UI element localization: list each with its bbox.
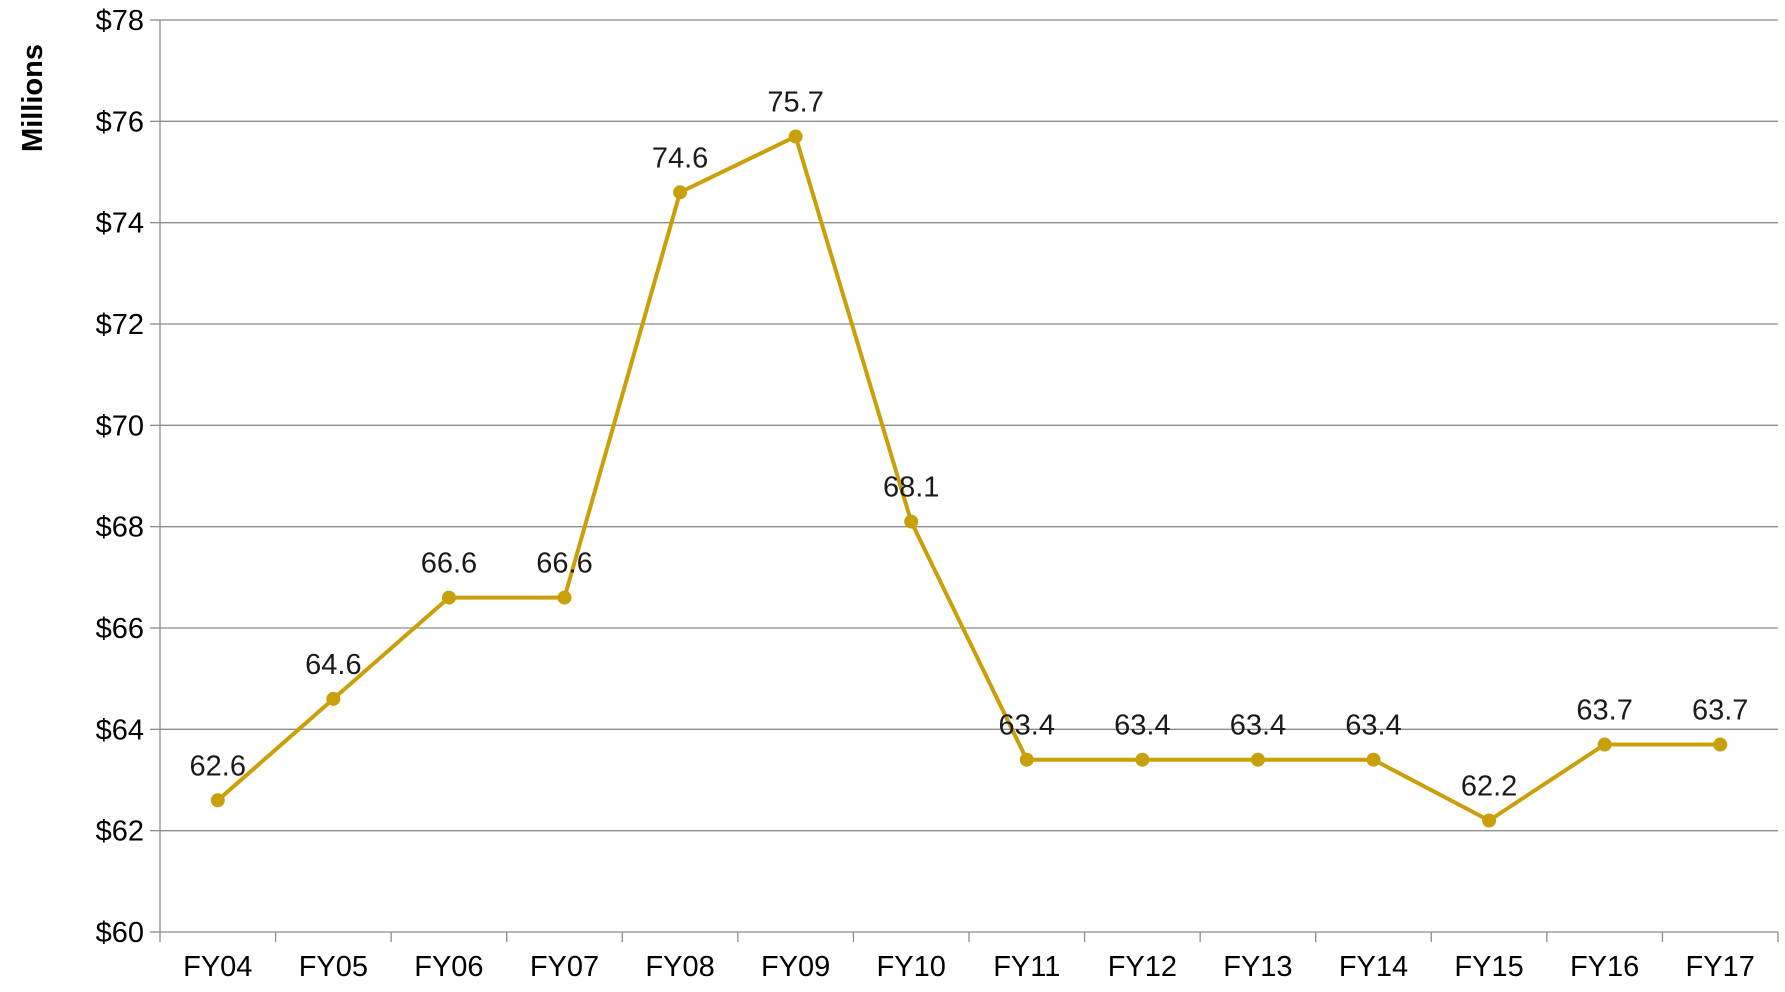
y-tick-label: $68 [96, 512, 144, 544]
data-point [1135, 752, 1150, 767]
x-tick-label: FY04 [183, 951, 252, 983]
series-line [216, 134, 1721, 823]
x-tick-label: FY15 [1454, 951, 1523, 983]
data-label: 75.7 [767, 87, 823, 119]
y-tick-label: $70 [96, 410, 144, 442]
x-tick-label: FY13 [1223, 951, 1292, 983]
x-tick-label: FY08 [645, 951, 714, 983]
y-tick-label: $62 [96, 816, 144, 848]
series-line-path [216, 134, 1721, 823]
y-tick-label: $76 [96, 106, 144, 138]
y-tick-label: $72 [96, 309, 144, 341]
data-label: 66.6 [421, 548, 477, 580]
data-point [1597, 737, 1612, 752]
x-tick-labels: FY04 FY05 FY06 FY07 FY08 FY09 FY10 FY11 FY12 FY13… [183, 951, 1755, 983]
x-tick-label: FY14 [1339, 951, 1408, 983]
y-tick-label: $60 [96, 917, 144, 949]
data-point [673, 185, 688, 200]
data-label: 68.1 [883, 472, 939, 504]
y-axis-title: Millions [17, 44, 49, 152]
data-label: 63.4 [1230, 710, 1286, 742]
y-tick-labels: $60 $62 $64 $66 $68 $70 $72 $74 $76 $78 [96, 5, 144, 949]
x-tick-label: FY05 [299, 951, 368, 983]
y-tick-label: $78 [96, 5, 144, 37]
data-point [1713, 737, 1728, 752]
data-point [1482, 813, 1497, 828]
data-label: 62.2 [1461, 771, 1517, 803]
data-points [210, 129, 1728, 828]
y-tick-label: $74 [96, 208, 144, 240]
data-label: 66.6 [536, 548, 592, 580]
data-point [788, 129, 803, 144]
x-tick-label: FY16 [1570, 951, 1639, 983]
x-tick-label: FY07 [530, 951, 599, 983]
x-tick-label: FY10 [877, 951, 946, 983]
data-label: 63.4 [1114, 710, 1170, 742]
data-point [1366, 752, 1381, 767]
data-point [1019, 752, 1034, 767]
data-label: 63.4 [999, 710, 1055, 742]
data-point [557, 590, 572, 605]
data-point [326, 691, 341, 706]
data-label: 62.6 [190, 750, 246, 782]
data-label: 63.4 [1345, 710, 1401, 742]
data-label: 63.7 [1692, 695, 1748, 727]
data-point [210, 793, 225, 808]
data-point [1250, 752, 1265, 767]
data-label: 64.6 [305, 649, 361, 681]
data-labels: 62.6 64.6 66.6 66.6 74.6 75.7 68.1 63.4 63.4 63.4… [190, 87, 1749, 803]
y-tick-label: $66 [96, 613, 144, 645]
data-label: 63.7 [1576, 695, 1632, 727]
x-tick-label: FY06 [414, 951, 483, 983]
data-label: 74.6 [652, 142, 708, 174]
x-tick-label: FY17 [1686, 951, 1755, 983]
data-point [441, 590, 456, 605]
x-tick-label: FY09 [761, 951, 830, 983]
data-point [904, 514, 919, 529]
x-tick-label: FY12 [1108, 951, 1177, 983]
axes [150, 19, 1779, 942]
gridlines [160, 19, 1778, 832]
x-tick-label: FY11 [993, 951, 1060, 983]
y-tick-label: $64 [96, 714, 144, 746]
